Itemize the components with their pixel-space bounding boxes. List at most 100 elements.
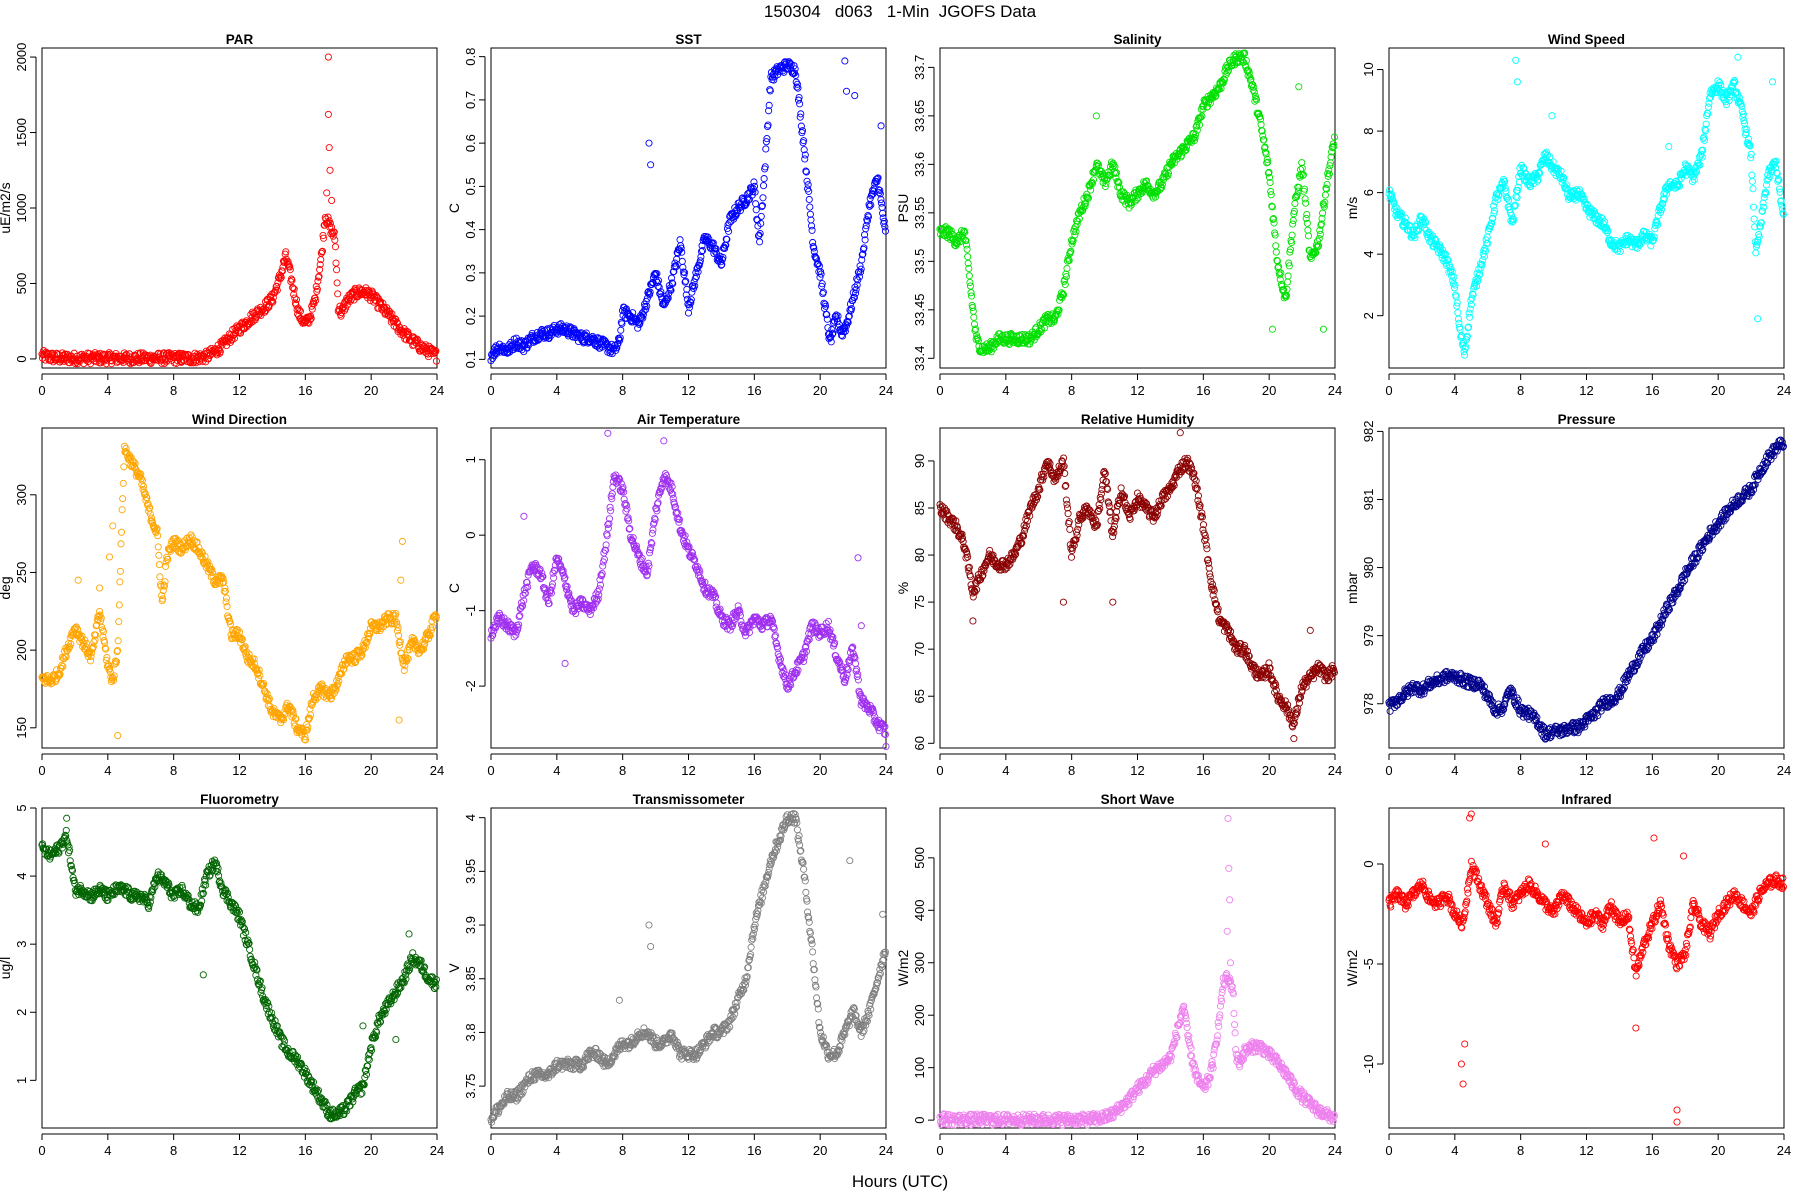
data-point [797,110,805,118]
data-point [1760,203,1768,211]
data-point [155,561,163,569]
data-point [1748,177,1756,185]
data-point [807,222,816,230]
x-tick-label: 12 [232,383,246,398]
data-point [1513,78,1521,86]
data-point [120,349,128,357]
data-point [1250,88,1258,96]
data-point [286,263,294,271]
data-point [305,313,314,321]
x-tick-label: 20 [364,763,378,778]
data-point [970,313,978,321]
data-point [879,214,887,222]
data-point [823,310,831,319]
data-point [1321,191,1329,199]
data-point [89,352,97,360]
data-point [216,348,224,356]
data-point [877,122,885,130]
data-point [878,203,886,211]
plot-title: Salinity [1113,32,1162,47]
data-point [671,259,679,267]
data-point [1067,553,1076,561]
plot-title: Air Temperature [637,412,741,427]
x-tick-label: 16 [1196,763,1210,778]
data-point [682,291,690,299]
data-point [798,127,807,135]
x-tick-label: 4 [104,383,111,398]
data-point [760,175,768,183]
plot-title: PAR [226,32,254,47]
data-point [1548,112,1556,120]
data-point [864,213,873,221]
y-tick-label: 1500 [14,118,29,147]
data-point [858,251,866,259]
data-point [1752,249,1760,257]
data-point [156,573,164,581]
data-point [681,278,689,286]
data-point [318,247,327,255]
y-axis-label: uE/m2/s [0,182,13,233]
x-tick-label: 24 [879,763,893,778]
data-point [863,217,871,225]
data-point [947,227,955,235]
data-point [625,310,633,318]
data-point [337,312,345,320]
plot-title: Relative Humidity [1081,412,1195,427]
x-tick-label: 16 [747,383,761,398]
data-point [666,286,674,294]
x-tick-label: 8 [619,763,626,778]
data-point [804,181,812,189]
data-point [697,253,705,261]
data-point [793,80,801,88]
data-point [698,242,706,250]
data-point [879,209,887,217]
data-point [1064,510,1072,518]
data-point [823,315,831,323]
data-point [1748,171,1756,179]
data-point [762,145,770,153]
data-point [326,219,334,227]
data-point [639,314,647,322]
data-point [276,275,284,283]
data-point [102,360,110,368]
data-points [487,57,889,365]
y-tick-label: 0.5 [463,177,478,195]
y-tick-label: -2 [463,680,478,692]
data-point [695,261,703,270]
data-point [274,279,282,287]
x-tick-label: 20 [364,383,378,398]
y-tick-label: 1000 [14,194,29,223]
data-point [845,313,853,321]
data-point [609,345,618,353]
data-point [115,618,123,626]
data-point [613,344,621,352]
data-point [114,637,122,645]
plot-title: Wind Direction [192,412,287,427]
data-point [762,138,770,146]
data-point [873,175,882,183]
data-point [326,166,334,174]
data-point [802,167,810,175]
x-tick-label: 24 [430,763,444,778]
data-point [105,349,113,357]
data-point [329,232,337,240]
data-point [946,226,954,234]
y-tick-label: 2 [1361,312,1376,319]
data-point [962,236,970,245]
data-point [660,437,668,445]
data-point [377,298,385,306]
data-point [1454,309,1462,317]
data-point [801,151,809,159]
x-axis: 0 4 8 12 16 20 24 [38,753,444,778]
data-point [230,334,238,342]
y-tick-label: 10 [1361,62,1376,76]
data-point [395,631,403,639]
data-point [261,308,269,316]
data-point [1466,313,1474,321]
data-point [154,543,162,551]
x-tick-label: 12 [1130,383,1144,398]
y-tick-label: 85 [912,501,927,515]
